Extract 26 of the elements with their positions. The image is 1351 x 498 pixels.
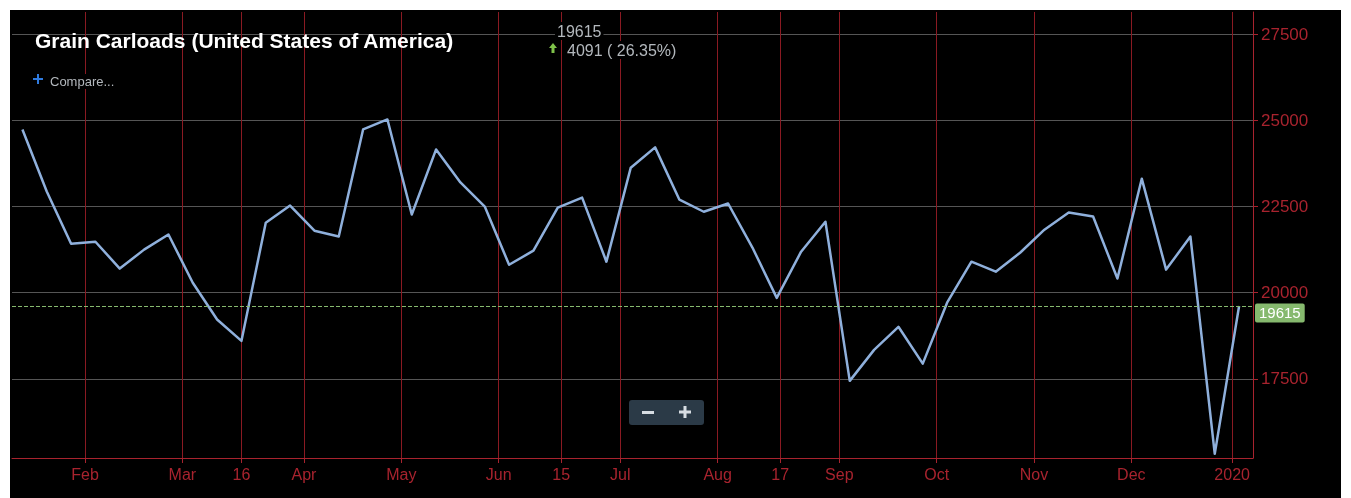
- text: Grain Carloads (United States of America): [35, 29, 454, 52]
- x-tick-label: Nov: [1019, 465, 1049, 483]
- ref-line-label: 19615: [1259, 304, 1301, 322]
- x-tick-label: Aug: [703, 465, 732, 483]
- y-tick-label: 22500: [1261, 197, 1309, 217]
- annotation: 4091 ( 26.35%): [567, 41, 677, 59]
- x-tick-label: Sep: [825, 465, 854, 483]
- y-tick-label: 17500: [1261, 369, 1309, 389]
- y-tick-label: 25000: [1261, 110, 1309, 130]
- x-tick-label: Jul: [610, 465, 631, 483]
- annotation: Compare...: [50, 74, 115, 89]
- annotation: 19615: [557, 22, 602, 40]
- y-tick-label: 27500: [1261, 24, 1309, 44]
- x-tick-label: Mar: [168, 465, 197, 483]
- x-tick-label: 2020: [1214, 465, 1251, 483]
- x-tick-label: Jun: [485, 465, 512, 483]
- x-tick-label: Oct: [924, 465, 950, 483]
- x-tick-label: Feb: [71, 465, 99, 483]
- x-tick-label: Dec: [1117, 465, 1146, 483]
- x-tick-label: 17: [771, 465, 790, 483]
- line-series: [21, 118, 1241, 456]
- x-tick-label: 16: [232, 465, 251, 483]
- x-tick-label: May: [386, 465, 417, 483]
- x-tick-label: Apr: [291, 465, 318, 483]
- x-tick-label: 15: [552, 465, 571, 483]
- y-tick-label: 20000: [1261, 283, 1309, 303]
